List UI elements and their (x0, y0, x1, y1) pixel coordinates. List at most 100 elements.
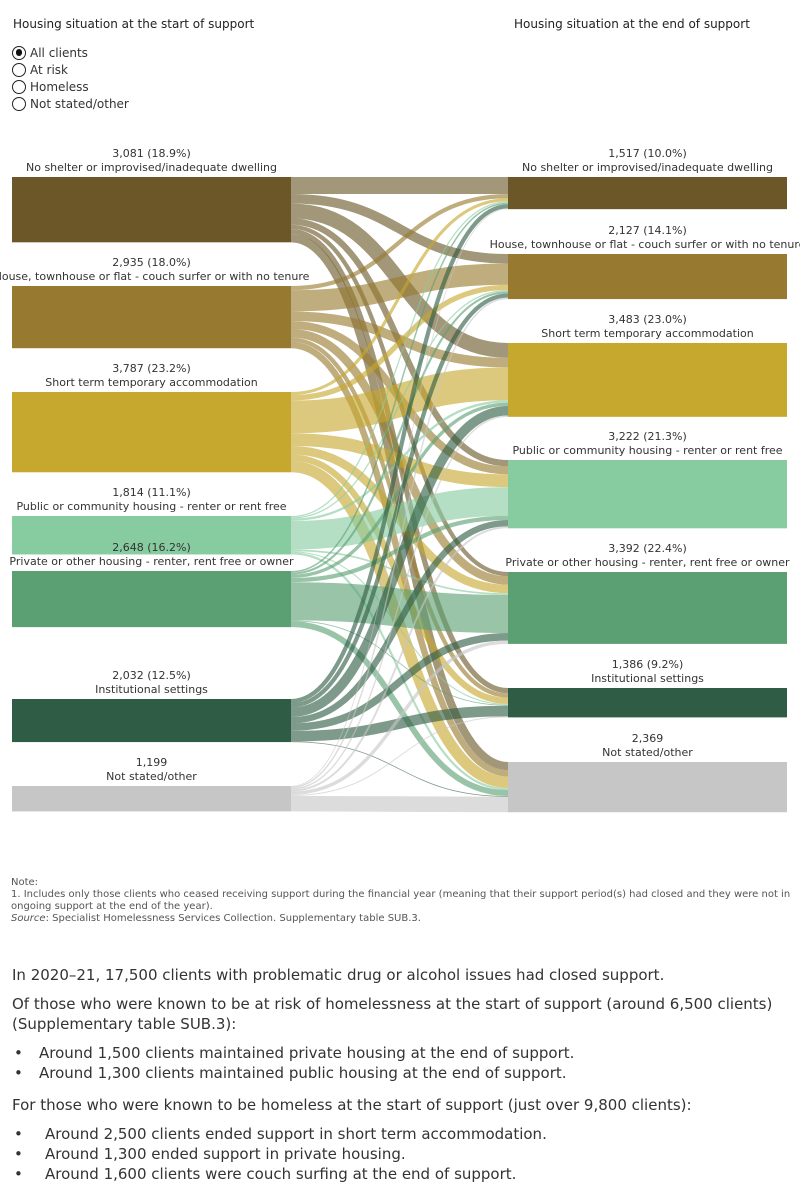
flow-house-townhouse-or-flat--to-house-townhouse-or-flat-[interactable] (290, 263, 509, 312)
flow-private-or-other-housing-to-not-stated-other[interactable] (290, 621, 509, 797)
sankey-chart: 3,081 (18.9%)No shelter or improvised/in… (0, 147, 800, 813)
start-value-label: 3,787 (23.2%) (112, 362, 191, 375)
flow-no-shelter-or-improvised-to-house-townhouse-or-flat-[interactable] (290, 193, 509, 264)
flow-not-stated-other-to-no-shelter-or-improvised[interactable] (290, 208, 509, 787)
flow-public-or-community-hous-to-no-shelter-or-improvised[interactable] (290, 201, 509, 518)
end-node-private-or-other-housing-renter-rent-free-or-owner[interactable] (508, 572, 787, 644)
end-node-house-townhouse-or-flat-couch-surfer-or-with-no-tenure[interactable] (508, 254, 787, 300)
start-category-label: Not stated/other (106, 770, 197, 783)
start-value-label: 3,081 (18.9%) (112, 147, 191, 160)
end-value-label: 3,222 (21.3%) (608, 430, 687, 443)
end-node-not-stated-other[interactable] (508, 762, 787, 813)
end-category-label: Institutional settings (591, 672, 704, 685)
start-value-label: 1,814 (11.1%) (112, 486, 191, 499)
flow-public-or-community-hous-to-house-townhouse-or-flat-[interactable] (290, 290, 509, 519)
end-node-no-shelter-or-improvised-inadequate-dwelling[interactable] (508, 177, 787, 210)
end-value-label: 2,127 (14.1%) (608, 224, 687, 237)
note-heading: Note: (11, 877, 39, 888)
flow-institutional-settings-to-short-term-temporary-acc[interactable] (290, 405, 509, 718)
homeless-list: Around 2,500 clients ended support in sh… (12, 1124, 792, 1184)
start-node-institutional-settings[interactable] (12, 699, 291, 743)
flow-short-term-temporary-acc-to-institutional-settings[interactable] (290, 454, 509, 704)
flow-institutional-settings-to-public-or-community-hous[interactable] (290, 519, 509, 724)
list-item: Around 1,300 ended support in private ho… (12, 1144, 792, 1164)
end-node-short-term-temporary-accommodation[interactable] (508, 343, 787, 417)
radio-selected-icon (12, 45, 26, 60)
source-text: : Specialist Homelessness Services Colle… (45, 913, 421, 924)
flow-short-term-temporary-acc-to-no-shelter-or-improvised[interactable] (290, 198, 509, 396)
end-node-public-or-community-housing-renter-or-rent-free[interactable] (508, 460, 787, 529)
narrative-paragraph: For those who were known to be homeless … (12, 1096, 692, 1114)
note-line: 1. Includes only those clients who cease… (11, 889, 791, 912)
start-category-label: Private or other housing - renter, rent … (9, 555, 294, 568)
sankey-nodes (12, 177, 787, 813)
radio-label: At risk (30, 62, 68, 77)
flow-institutional-settings-to-no-shelter-or-improvised[interactable] (290, 204, 509, 704)
note-source: Source: Specialist Homelessness Services… (11, 913, 791, 925)
narrative-paragraph: In 2020–21, 17,500 clients with problema… (12, 966, 665, 984)
flow-private-or-other-housing-to-short-term-temporary-acc[interactable] (290, 402, 509, 578)
flow-private-or-other-housing-to-house-townhouse-or-flat-[interactable] (290, 291, 509, 575)
radio-label: Homeless (30, 79, 89, 94)
radio-all-clients[interactable]: All clients (12, 44, 129, 61)
flow-institutional-settings-to-private-or-other-housing[interactable] (290, 633, 509, 731)
flow-house-townhouse-or-flat--to-no-shelter-or-improvised[interactable] (290, 193, 509, 291)
list-item: Around 1,500 clients maintained private … (12, 1043, 792, 1063)
end-header: Housing situation at the end of support (514, 17, 750, 31)
start-category-label: Public or community housing - renter or … (16, 500, 286, 513)
end-value-label: 1,517 (10.0%) (608, 147, 687, 160)
flow-institutional-settings-to-institutional-settings[interactable] (290, 705, 509, 742)
radio-homeless[interactable]: Homeless (12, 78, 129, 95)
sankey-labels: 3,081 (18.9%)No shelter or improvised/in… (0, 147, 800, 783)
end-value-label: 3,483 (23.0%) (608, 313, 687, 326)
flow-private-or-other-housing-to-institutional-settings[interactable] (290, 620, 509, 706)
radio-unselected-icon (12, 96, 26, 111)
narrative-paragraph: Of those who were known to be at risk of… (12, 995, 773, 1033)
flow-private-or-other-housing-to-no-shelter-or-improvised[interactable] (290, 202, 509, 573)
start-category-label: No shelter or improvised/inadequate dwel… (26, 161, 277, 174)
list-item: Around 2,500 clients ended support in sh… (12, 1124, 792, 1144)
at-risk-list: Around 1,500 clients maintained private … (12, 1043, 792, 1083)
start-node-public-or-community-housing-renter-or-rent-free[interactable] (12, 516, 291, 555)
end-value-label: 1,386 (9.2%) (612, 658, 684, 671)
start-category-label: Short term temporary accommodation (45, 376, 257, 389)
start-node-short-term-temporary-accommodation[interactable] (12, 392, 291, 473)
flow-public-or-community-hous-to-not-stated-other[interactable] (290, 552, 509, 791)
radio-at-risk[interactable]: At risk (12, 61, 129, 78)
start-node-house-townhouse-or-flat-couch-surfer-or-with-no-tenure[interactable] (12, 286, 291, 349)
source-label: Source (11, 913, 46, 924)
flow-public-or-community-hous-to-public-or-community-hous[interactable] (290, 487, 509, 550)
end-category-label: Not stated/other (602, 746, 693, 759)
flow-not-stated-other-to-short-term-temporary-acc[interactable] (290, 415, 509, 790)
start-node-private-or-other-housing-renter-rent-free-or-owner[interactable] (12, 571, 291, 628)
narrative-text: In 2020–21, 17,500 clients with problema… (12, 965, 792, 1196)
flow-not-stated-other-to-institutional-settings[interactable] (290, 716, 509, 796)
flow-not-stated-other-to-public-or-community-hous[interactable] (290, 526, 509, 792)
start-category-label: Institutional settings (95, 683, 208, 696)
end-category-label: House, townhouse or flat - couch surfer … (490, 238, 800, 251)
end-node-institutional-settings[interactable] (508, 688, 787, 718)
chart-note: Note: 1. Includes only those clients who… (11, 877, 791, 925)
list-item: Around 1,600 clients were couch surfing … (12, 1164, 792, 1184)
list-item: Around 1,300 clients maintained public h… (12, 1063, 792, 1083)
end-value-label: 2,369 (632, 732, 664, 745)
flow-not-stated-other-to-not-stated-other[interactable] (290, 795, 509, 813)
start-value-label: 2,935 (18.0%) (112, 256, 191, 269)
start-node-no-shelter-or-improvised-inadequate-dwelling[interactable] (12, 177, 291, 243)
flow-institutional-settings-to-house-townhouse-or-flat-[interactable] (290, 293, 509, 708)
flow-not-stated-other-to-private-or-other-housing[interactable] (290, 640, 509, 795)
radio-label: All clients (30, 45, 88, 60)
start-node-not-stated-other[interactable] (12, 786, 291, 812)
radio-unselected-icon (12, 62, 26, 77)
flow-short-term-temporary-acc-to-short-term-temporary-acc[interactable] (290, 367, 509, 434)
end-category-label: No shelter or improvised/inadequate dwel… (522, 161, 773, 174)
flow-institutional-settings-to-not-stated-other[interactable] (290, 741, 509, 797)
start-value-label: 2,648 (16.2%) (112, 541, 191, 554)
flow-not-stated-other-to-house-townhouse-or-flat-[interactable] (290, 297, 509, 789)
flow-private-or-other-housing-to-private-or-other-housing[interactable] (290, 582, 509, 634)
end-category-label: Short term temporary accommodation (541, 327, 753, 340)
start-value-label: 2,032 (12.5%) (112, 669, 191, 682)
radio-not-stated[interactable]: Not stated/other (12, 95, 129, 112)
flow-short-term-temporary-acc-to-house-townhouse-or-flat-[interactable] (290, 284, 509, 401)
radio-unselected-icon (12, 79, 26, 94)
